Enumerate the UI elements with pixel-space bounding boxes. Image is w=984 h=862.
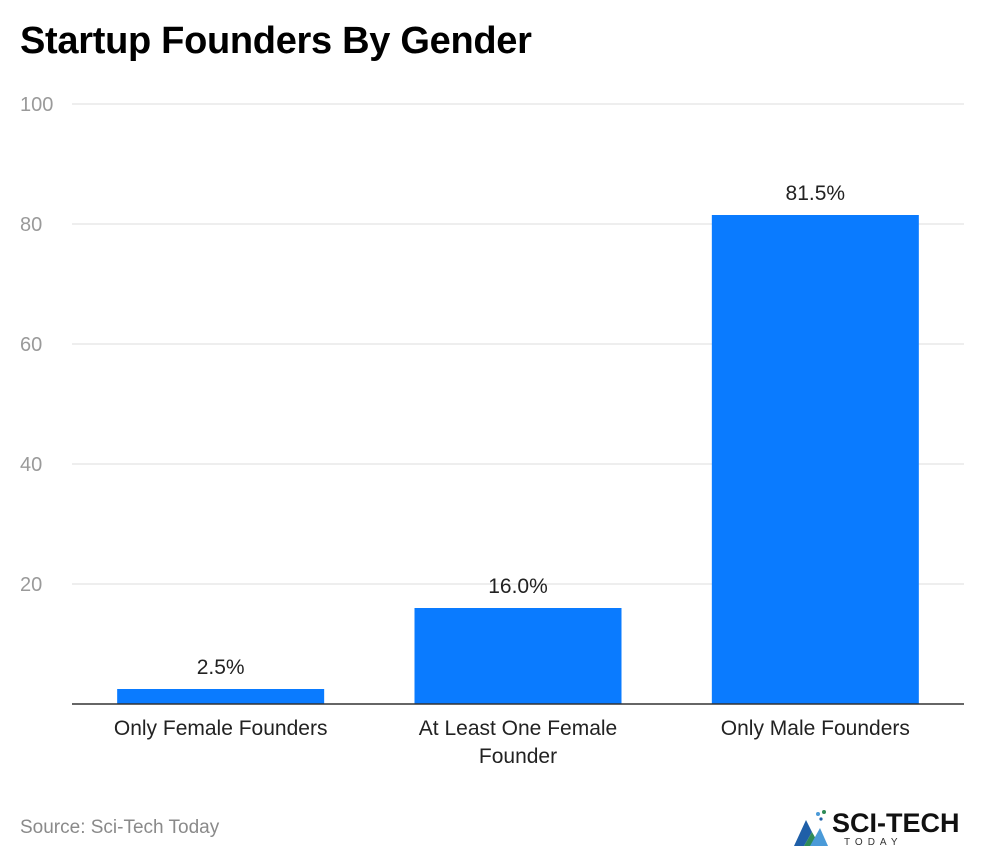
x-tick-label: Only Male Founders: [721, 717, 910, 740]
value-labels: 2.5% 16.0% 81.5%: [197, 182, 845, 679]
x-tick-label: Only Female Founders: [114, 717, 328, 740]
x-axis-labels: Only Female Founders At Least One Female F…: [114, 717, 910, 768]
bars: [117, 215, 919, 704]
value-label: 2.5%: [197, 656, 245, 679]
bar: [414, 608, 622, 704]
y-tick-label: 20: [20, 574, 42, 596]
value-label: 16.0%: [488, 575, 548, 598]
y-tick-label: 40: [20, 454, 42, 476]
y-tick-label: 60: [20, 334, 42, 356]
y-axis-ticks: 20 40 60 80 100: [20, 94, 53, 596]
chart-title: Startup Founders By Gender: [20, 20, 532, 62]
value-label: 81.5%: [786, 182, 846, 205]
bar: [117, 689, 325, 704]
source-note: Source: Sci-Tech Today: [20, 817, 220, 838]
sci-tech-logo: SCI-TECH TODAY: [790, 806, 970, 856]
logo-mark-icon: [794, 810, 828, 846]
y-tick-label: 80: [20, 214, 42, 236]
bar: [711, 215, 919, 704]
y-tick-label: 100: [20, 94, 53, 116]
logo-text: SCI-TECH: [832, 808, 960, 838]
x-tick-label: At Least One Female: [419, 717, 617, 740]
bar-chart: 20 40 60 80 100 2.5% 16.0% 81.5% Only Female F…: [20, 94, 964, 768]
x-tick-label: Founder: [479, 745, 557, 768]
logo-subtext: TODAY: [844, 837, 903, 848]
